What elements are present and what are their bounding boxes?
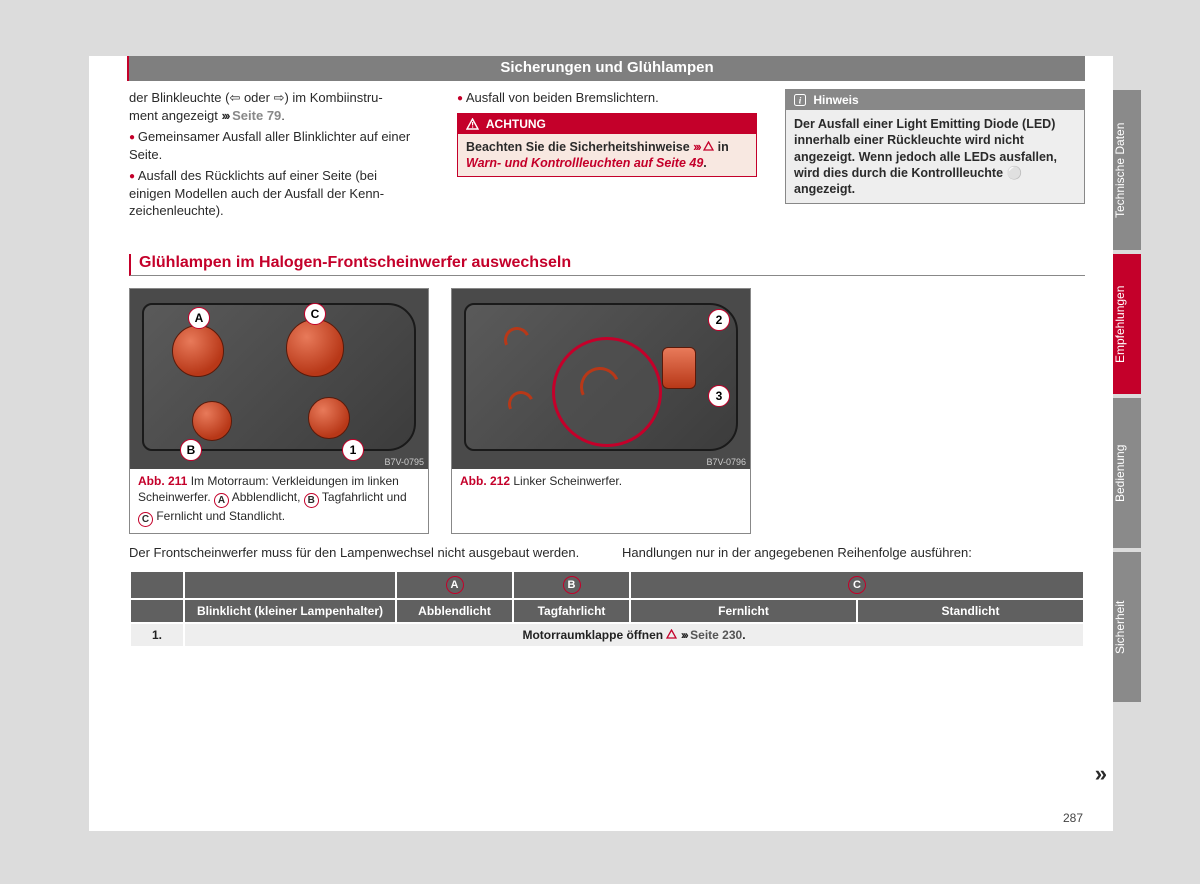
- warn-text-a: Beachten Sie die Sicherheitshinweise: [466, 140, 693, 154]
- figure-code: B7V-0796: [706, 457, 746, 467]
- circle-c-icon: C: [848, 576, 866, 594]
- ref-arrow-icon: [222, 108, 229, 123]
- continuation-arrow-icon: »: [1095, 761, 1107, 787]
- subsection-title: Glühlampen im Halogen-Frontscheinwerfer …: [129, 254, 1085, 276]
- th-blank: [185, 572, 395, 598]
- below-figure-text: Der Frontscheinwerfer muss für den Lampe…: [129, 544, 1085, 562]
- th-stand: Standlicht: [858, 600, 1083, 622]
- figure-number: Abb. 212: [460, 474, 510, 488]
- bullet-item: Ausfall des Rücklichts auf einer Seite (…: [129, 167, 429, 220]
- note-title: Hinweis: [813, 93, 858, 107]
- step-text-a: Motorraumklappe öffnen: [522, 628, 666, 642]
- column-2: Ausfall von beiden Bremslichtern. ACHTUN…: [457, 89, 757, 224]
- label-c-icon: C: [304, 303, 326, 325]
- caption-text: Fernlicht und Standlicht.: [156, 509, 285, 523]
- column-3: i Hinweis Der Ausfall einer Light Emitti…: [785, 89, 1085, 224]
- caption-text: Linker Scheinwerfer.: [513, 474, 622, 488]
- step-text: Motorraumklappe öffnen Seite 230.: [185, 624, 1083, 646]
- inline-label-b-icon: B: [304, 493, 319, 508]
- section-header: Sicherungen und Glühlampen: [129, 56, 1085, 81]
- figure-image: A C B 1 B7V-0795: [130, 289, 428, 469]
- th-tagfahr: Tagfahrlicht: [514, 600, 629, 622]
- label-a-icon: A: [188, 307, 210, 329]
- bullet-line: zeichenleuchte).: [129, 203, 224, 218]
- column-1: der Blinkleuchte (⇦ oder ⇨) im Kombiinst…: [129, 89, 429, 224]
- side-tabs: Technische Daten Empfehlungen Bedienung …: [1113, 90, 1141, 706]
- figure-number: Abb. 211: [138, 474, 187, 488]
- circle-a-icon: A: [446, 576, 464, 594]
- step-number: 1.: [131, 624, 183, 646]
- th-blank: [131, 600, 183, 622]
- table-head-row-1: A B C: [131, 572, 1083, 598]
- manual-page: Sicherungen und Glühlampen der Blinkleuc…: [89, 56, 1113, 831]
- th-b: B: [514, 572, 629, 598]
- page-ref: Seite 79: [232, 108, 281, 123]
- cap-b: [192, 401, 232, 441]
- note-header: i Hinweis: [786, 90, 1084, 110]
- three-column-text: der Blinkleuchte (⇦ oder ⇨) im Kombiinst…: [129, 89, 1085, 224]
- para-right: Handlungen nur in der angegebenen Reihen…: [622, 544, 1085, 562]
- caption-text: Abblendlicht,: [232, 490, 304, 504]
- inline-label-c-icon: C: [138, 512, 153, 527]
- cap-c: [286, 319, 344, 377]
- intro-text: der Blinkleuchte (⇦ oder ⇨) im Kombiinst…: [129, 90, 383, 105]
- step-ref: Seite 230: [690, 628, 742, 642]
- tab-sicherheit[interactable]: Sicherheit: [1113, 552, 1141, 702]
- inline-label-a-icon: A: [214, 493, 229, 508]
- th-blank: [131, 572, 183, 598]
- bulb-table: A B C Blinklicht (kleiner Lampenhalter) …: [129, 570, 1085, 648]
- cap-a: [172, 325, 224, 377]
- label-1-icon: 1: [342, 439, 364, 461]
- label-2-icon: 2: [708, 309, 730, 331]
- tab-bedienung[interactable]: Bedienung: [1113, 398, 1141, 548]
- bullet-item: Ausfall von beiden Bremslichtern.: [457, 89, 757, 107]
- th-fern: Fernlicht: [631, 600, 856, 622]
- warn-ref: Warn- und Kontrollleuchten auf Seite 49: [466, 156, 703, 170]
- bullet-line: einigen Modellen auch der Ausfall der Ke…: [129, 186, 384, 201]
- label-3-icon: 3: [708, 385, 730, 407]
- warn-text-c: .: [703, 156, 706, 170]
- cap-1: [308, 397, 350, 439]
- page-number: 287: [1063, 811, 1083, 825]
- para-left: Der Frontscheinwerfer muss für den Lampe…: [129, 544, 592, 562]
- bullet-item: Gemeinsamer Ausfall aller Blinklichter a…: [129, 128, 429, 163]
- figure-code: B7V-0795: [384, 457, 424, 467]
- th-c: C: [631, 572, 1083, 598]
- table-head-row-2: Blinklicht (kleiner Lampenhalter) Abblen…: [131, 600, 1083, 622]
- warning-triangle-icon: [666, 629, 677, 639]
- th-blinklicht: Blinklicht (kleiner Lampenhalter): [185, 600, 395, 622]
- headlight-housing: [142, 303, 416, 451]
- figure-image: 2 3 B7V-0796: [452, 289, 750, 469]
- figure-caption: Abb. 211 Im Motorraum: Verkleidungen im …: [130, 469, 428, 533]
- note-box: i Hinweis Der Ausfall einer Light Emitti…: [785, 89, 1085, 204]
- info-icon: i: [794, 94, 806, 106]
- figure-212: 2 3 B7V-0796 Abb. 212 Linker Scheinwerfe…: [451, 288, 751, 534]
- warning-box: ACHTUNG Beachten Sie die Sicherheitshinw…: [457, 113, 757, 178]
- intro-text-2: ment angezeigt: [129, 108, 222, 123]
- table-row: 1. Motorraumklappe öffnen Seite 230.: [131, 624, 1083, 646]
- svg-text:i: i: [799, 96, 802, 106]
- circle-b-icon: B: [563, 576, 581, 594]
- ref-arrow-icon: [693, 140, 700, 154]
- th-a: A: [397, 572, 512, 598]
- tab-technische-daten[interactable]: Technische Daten: [1113, 90, 1141, 250]
- figure-caption: Abb. 212 Linker Scheinwerfer.: [452, 469, 750, 495]
- warning-triangle-icon: [466, 118, 479, 130]
- bulb-holder: [662, 347, 696, 389]
- tab-empfehlungen[interactable]: Empfehlungen: [1113, 254, 1141, 394]
- warning-title: ACHTUNG: [486, 117, 546, 131]
- warning-triangle-icon: [703, 141, 714, 151]
- caption-text: Tagfahrlicht und: [322, 490, 407, 504]
- warning-body: Beachten Sie die Sicherheitshinweise in …: [458, 134, 756, 177]
- step-text-b: .: [742, 628, 745, 642]
- ref-arrow-icon: [681, 628, 687, 642]
- bullet-line: Ausfall des Rücklichts auf einer Seite (…: [138, 168, 377, 183]
- warn-text-b: in: [718, 140, 729, 154]
- figure-row: A C B 1 B7V-0795 Abb. 211 Im Motorraum: …: [129, 288, 1085, 534]
- th-abblend: Abblendlicht: [397, 600, 512, 622]
- note-body: Der Ausfall einer Light Emitting Diode (…: [786, 110, 1084, 203]
- figure-211: A C B 1 B7V-0795 Abb. 211 Im Motorraum: …: [129, 288, 429, 534]
- label-b-icon: B: [180, 439, 202, 461]
- warning-header: ACHTUNG: [458, 114, 756, 134]
